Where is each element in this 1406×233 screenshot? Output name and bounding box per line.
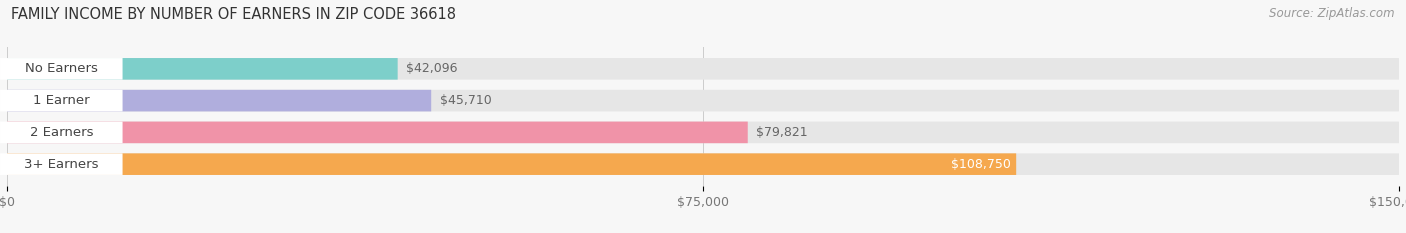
Text: 3+ Earners: 3+ Earners [24,158,98,171]
FancyBboxPatch shape [7,58,1399,80]
Text: $108,750: $108,750 [950,158,1011,171]
FancyBboxPatch shape [7,153,1399,175]
FancyBboxPatch shape [0,122,122,143]
FancyBboxPatch shape [7,90,432,111]
Text: No Earners: No Earners [25,62,98,75]
Text: Source: ZipAtlas.com: Source: ZipAtlas.com [1270,7,1395,20]
Text: $45,710: $45,710 [440,94,491,107]
FancyBboxPatch shape [0,58,122,80]
FancyBboxPatch shape [7,58,398,80]
Text: $42,096: $42,096 [406,62,457,75]
Text: FAMILY INCOME BY NUMBER OF EARNERS IN ZIP CODE 36618: FAMILY INCOME BY NUMBER OF EARNERS IN ZI… [11,7,457,22]
Text: 1 Earner: 1 Earner [32,94,90,107]
FancyBboxPatch shape [7,90,1399,111]
FancyBboxPatch shape [7,122,748,143]
FancyBboxPatch shape [0,90,122,111]
Text: $79,821: $79,821 [756,126,807,139]
FancyBboxPatch shape [7,122,1399,143]
Text: 2 Earners: 2 Earners [30,126,93,139]
FancyBboxPatch shape [0,153,122,175]
FancyBboxPatch shape [7,153,1017,175]
